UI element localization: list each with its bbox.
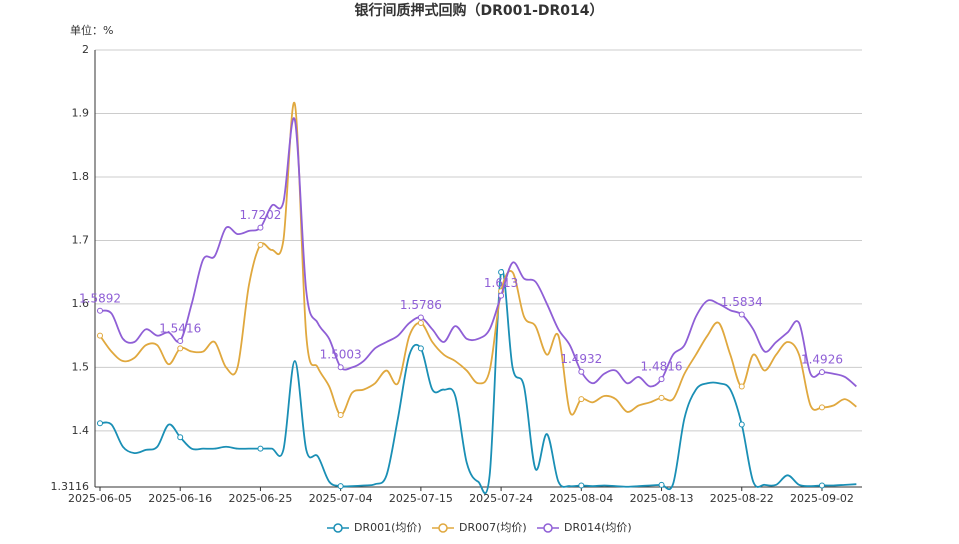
x-tick-label: 2025-08-04 [549, 492, 613, 505]
line [99, 101, 857, 416]
y-tick-label: 1.3116 [51, 480, 90, 493]
legend-label: DR007(均价) [459, 521, 527, 534]
point [257, 224, 264, 231]
x-tick-label: 2025-07-15 [389, 492, 453, 505]
point [257, 241, 264, 248]
legend-marker [543, 523, 553, 533]
data-label: 1.4932 [560, 352, 602, 366]
point [337, 483, 344, 490]
point [498, 292, 505, 299]
point [177, 434, 184, 441]
x-tick-label: 2025-06-05 [68, 492, 132, 505]
legend-label: DR001(均价) [354, 521, 422, 534]
point [498, 269, 505, 276]
data-label: 1.5786 [400, 298, 442, 312]
point [337, 412, 344, 419]
point [818, 482, 825, 489]
point [417, 314, 424, 321]
point [177, 337, 184, 344]
y-tick-label: 1.5 [72, 360, 90, 373]
y-tick-label: 2 [82, 43, 89, 56]
data-label: 1.4816 [641, 360, 683, 374]
point [738, 311, 745, 318]
point [97, 332, 103, 339]
x-tick-label: 2025-08-22 [710, 492, 774, 505]
point [97, 420, 103, 427]
x-tick-label: 2025-08-13 [630, 492, 694, 505]
y-tick-label: 1.4 [72, 424, 90, 437]
point [177, 345, 184, 352]
point [738, 383, 745, 390]
point [818, 404, 825, 411]
point [578, 396, 585, 403]
data-label: 1.5892 [79, 291, 121, 305]
y-unit: 单位：% [70, 23, 113, 37]
point [337, 364, 344, 371]
legend-marker [333, 523, 343, 533]
x-tick-label: 2025-06-16 [148, 492, 212, 505]
legend-marker [438, 523, 448, 533]
line [99, 117, 857, 388]
point [417, 345, 424, 352]
line [99, 269, 857, 494]
data-label: 1.7202 [239, 208, 281, 222]
point [97, 307, 103, 314]
x-tick-label: 2025-09-02 [790, 492, 854, 505]
point [658, 481, 665, 488]
point [578, 368, 585, 375]
point [658, 376, 665, 383]
data-label: 1.5003 [320, 348, 362, 362]
data-label: 1.4926 [801, 353, 843, 367]
point [257, 445, 264, 452]
y-tick-label: 1.6 [72, 297, 90, 310]
point [738, 421, 745, 428]
data-label: 1.5416 [159, 321, 201, 335]
chart-title: 银行间质押式回购（DR001-DR014） [354, 2, 603, 19]
point [818, 369, 825, 376]
point [578, 482, 585, 489]
x-tick-label: 2025-07-24 [469, 492, 533, 505]
legend-label: DR014(均价) [564, 521, 632, 534]
data-label: 1.5834 [721, 295, 763, 309]
y-tick-label: 1.7 [72, 233, 90, 246]
data-label: 1.613 [484, 276, 518, 290]
x-tick-label: 2025-06-25 [228, 492, 292, 505]
y-tick-label: 1.8 [72, 170, 90, 183]
point [417, 319, 424, 326]
x-tick-label: 2025-07-04 [309, 492, 373, 505]
y-tick-label: 1.9 [72, 106, 90, 119]
point [658, 394, 665, 401]
